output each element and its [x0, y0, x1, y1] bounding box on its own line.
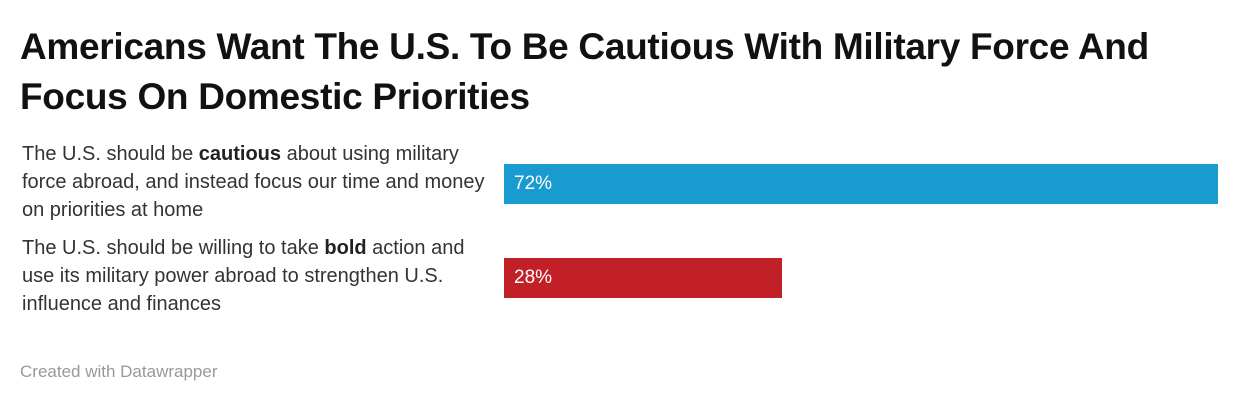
value-label: 72%: [514, 173, 553, 194]
bar: 28%: [504, 258, 782, 298]
category-label: The U.S. should be willing to take bold …: [22, 234, 492, 318]
category-label: The U.S. should be cautious about using …: [22, 140, 492, 224]
label-text: The U.S. should be willing to take: [22, 237, 325, 259]
emphasis-text: cautious: [198, 143, 282, 165]
label-text: action and use its military power abroad…: [22, 237, 465, 315]
footer-credit: Created with Datawrapper: [20, 362, 218, 381]
label-text: The U.S. should be: [22, 143, 199, 165]
chart-title: Americans Want The U.S. To Be Cautious W…: [20, 26, 1149, 117]
bar: 72%: [504, 164, 1218, 204]
value-label: 28%: [514, 267, 553, 288]
emphasis-text: bold: [324, 237, 367, 259]
label-text: about using military force abroad, and i…: [22, 143, 485, 221]
